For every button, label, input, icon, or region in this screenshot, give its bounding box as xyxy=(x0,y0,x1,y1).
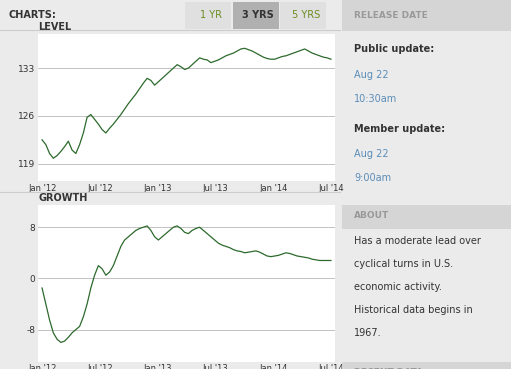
Text: 10:30am: 10:30am xyxy=(354,94,398,104)
Text: RECENT DATA: RECENT DATA xyxy=(354,368,423,369)
Text: LEVEL: LEVEL xyxy=(38,22,72,32)
Text: 3 YRS: 3 YRS xyxy=(242,10,274,20)
Text: cyclical turns in U.S.: cyclical turns in U.S. xyxy=(354,259,453,269)
Text: Historical data begins in: Historical data begins in xyxy=(354,305,473,315)
Text: CHARTS:: CHARTS: xyxy=(9,10,56,20)
FancyBboxPatch shape xyxy=(342,0,511,31)
Text: 9:00am: 9:00am xyxy=(354,173,391,183)
FancyBboxPatch shape xyxy=(342,205,511,229)
Text: 1967.: 1967. xyxy=(354,328,382,338)
Text: Aug 22: Aug 22 xyxy=(354,70,389,80)
Text: economic activity.: economic activity. xyxy=(354,282,442,292)
FancyBboxPatch shape xyxy=(281,1,326,29)
Text: 5 YRS: 5 YRS xyxy=(292,10,320,20)
Text: RELEASE DATE: RELEASE DATE xyxy=(354,11,428,20)
Text: Member update:: Member update: xyxy=(354,124,445,134)
Text: Has a moderate lead over: Has a moderate lead over xyxy=(354,236,481,246)
Text: ABOUT: ABOUT xyxy=(354,211,389,220)
FancyBboxPatch shape xyxy=(185,1,231,29)
Text: Aug 22: Aug 22 xyxy=(354,149,389,159)
Text: 1 YR: 1 YR xyxy=(200,10,222,20)
Text: GROWTH: GROWTH xyxy=(38,193,88,203)
Text: Public update:: Public update: xyxy=(354,44,434,54)
FancyBboxPatch shape xyxy=(342,362,511,369)
FancyBboxPatch shape xyxy=(233,1,278,29)
